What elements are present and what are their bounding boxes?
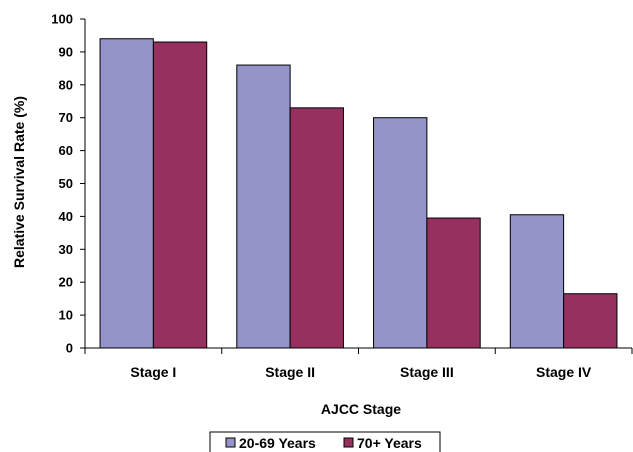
legend-label: 20-69 Years [239, 435, 316, 451]
y-tick-label: 10 [59, 308, 73, 323]
bar-series-2 [427, 218, 480, 348]
x-tick-label: Stage IV [536, 364, 592, 380]
y-tick-label: 40 [59, 209, 73, 224]
legend-swatch [344, 438, 353, 447]
bar-series-1 [100, 39, 153, 348]
y-axis: 0 10 20 30 40 50 60 70 80 90 100 [51, 12, 85, 356]
y-tick-label: 80 [59, 77, 73, 92]
bar-series-1 [374, 118, 427, 348]
y-tick-label: 60 [59, 143, 73, 158]
y-tick-label: 90 [59, 44, 73, 59]
bar-series-2 [564, 294, 617, 348]
y-tick-label: 30 [59, 242, 73, 257]
x-axis: Stage I Stage II Stage III Stage IV [85, 348, 632, 380]
bar-series-2 [153, 42, 206, 348]
legend: 20-69 Years 70+ Years [210, 432, 440, 452]
y-tick-label: 100 [51, 12, 73, 27]
y-axis-title: Relative Survival Rate (%) [11, 96, 27, 268]
bar-series-1 [510, 215, 563, 348]
legend-swatch [226, 438, 235, 447]
bar-series-1 [237, 65, 290, 348]
x-axis-title: AJCC Stage [321, 401, 401, 417]
y-tick-label: 0 [66, 341, 73, 356]
plot-area [100, 39, 617, 348]
y-tick-label: 20 [59, 275, 73, 290]
bar-series-2 [290, 108, 343, 348]
x-tick-label: Stage I [130, 364, 176, 380]
x-tick-label: Stage III [400, 364, 454, 380]
y-tick-label: 50 [59, 176, 73, 191]
x-tick-label: Stage II [265, 364, 315, 380]
y-tick-label: 70 [59, 110, 73, 125]
legend-label: 70+ Years [357, 435, 422, 451]
